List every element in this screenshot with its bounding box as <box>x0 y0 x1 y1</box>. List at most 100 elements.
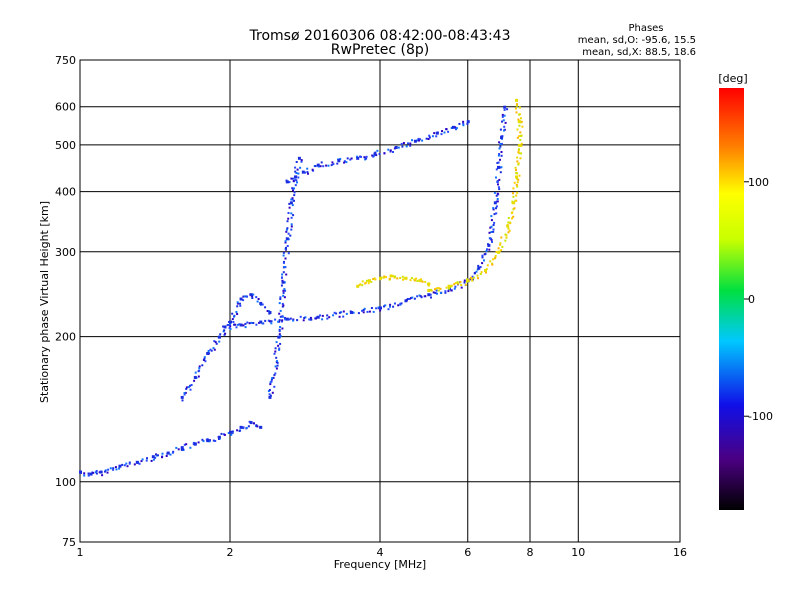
echo-point <box>185 386 188 389</box>
echo-point <box>201 364 204 367</box>
echo-point <box>279 315 282 318</box>
echo-point <box>282 294 285 297</box>
echo-point <box>516 185 519 188</box>
echo-point <box>477 264 480 267</box>
echo-point <box>364 281 367 284</box>
echo-point <box>407 142 409 145</box>
echo-point <box>517 178 520 181</box>
echo-point <box>229 325 232 328</box>
echo-point <box>293 199 295 202</box>
echo-point <box>154 456 157 459</box>
echo-point <box>495 205 498 208</box>
echo-point <box>480 271 483 274</box>
echo-point <box>269 320 271 323</box>
data-point <box>223 325 227 329</box>
echo-point <box>302 319 305 322</box>
echo-point <box>290 198 293 201</box>
echo-point <box>282 291 285 294</box>
echo-point <box>516 128 519 131</box>
y-tick-label: 600 <box>55 101 76 114</box>
echo-point <box>435 287 438 290</box>
data-point <box>180 395 184 399</box>
echo-point <box>392 275 395 278</box>
echo-point <box>336 162 339 165</box>
echo-point <box>497 154 500 157</box>
echo-point <box>115 468 118 471</box>
echo-point <box>107 468 110 471</box>
y-axis-label: Stationary phase Virtual Height [km] <box>38 201 51 403</box>
data-point <box>515 98 519 102</box>
echo-point <box>284 289 287 292</box>
echo-point <box>439 287 442 290</box>
echo-point <box>459 281 462 284</box>
echo-point <box>276 364 279 367</box>
data-point <box>503 105 507 109</box>
echo-point <box>496 180 499 183</box>
echo-point <box>270 378 273 381</box>
echo-point <box>495 212 498 215</box>
y-tick-label: 75 <box>62 536 76 549</box>
echo-point <box>460 284 463 286</box>
echo-point <box>518 106 521 109</box>
echo-point <box>436 292 438 295</box>
echo-point <box>209 348 212 351</box>
echo-point <box>185 387 188 390</box>
echo-point <box>413 278 416 281</box>
echo-point <box>231 430 234 433</box>
echo-point <box>500 151 503 153</box>
echo-point <box>322 165 325 168</box>
echo-point <box>248 420 251 423</box>
echo-point <box>378 153 381 155</box>
echo-point <box>511 211 514 214</box>
echo-point <box>157 454 159 457</box>
chart-subtitle: RwPretec (8p) <box>331 42 429 58</box>
echo-point <box>279 298 282 300</box>
echo-point <box>514 199 517 202</box>
echo-point <box>490 231 493 233</box>
data-point <box>500 135 504 139</box>
echo-point <box>287 217 290 220</box>
echo-point <box>437 287 440 289</box>
echo-point <box>493 221 496 224</box>
y-tick-label: 500 <box>55 139 76 152</box>
echo-point <box>255 424 258 427</box>
echo-point <box>518 152 521 155</box>
echo-point <box>435 135 438 138</box>
echo-point <box>399 302 402 305</box>
echo-point <box>520 144 523 147</box>
echo-point <box>484 252 487 255</box>
echo-point <box>463 279 466 282</box>
data-point <box>350 311 354 315</box>
echo-point <box>498 147 501 150</box>
echo-point <box>185 443 188 446</box>
echo-point <box>274 350 277 353</box>
echo-point <box>465 283 467 286</box>
echo-point <box>405 145 408 148</box>
echo-point <box>286 227 289 230</box>
echo-point <box>411 139 413 142</box>
echo-point <box>409 142 412 145</box>
echo-point <box>514 166 517 169</box>
echo-point <box>433 132 436 135</box>
echo-point <box>177 448 180 451</box>
colorbar-label: [deg] <box>718 72 747 85</box>
data-point <box>356 284 360 288</box>
echo-point <box>230 433 233 436</box>
echo-point <box>264 306 267 309</box>
x-tick-label: 1 <box>77 546 84 559</box>
echo-point <box>393 276 396 279</box>
trace-x-trace <box>427 98 524 292</box>
echo-point <box>479 266 482 268</box>
echo-point <box>441 130 443 133</box>
echo-point <box>327 164 330 167</box>
echo-point <box>430 296 432 299</box>
x-axis-label: Frequency [MHz] <box>334 558 426 571</box>
echo-point <box>517 118 520 121</box>
echo-point <box>330 164 333 167</box>
echo-point <box>287 232 290 235</box>
echo-point <box>273 385 276 388</box>
phase-stats-x: mean, sd,X: 88.5, 18.6 <box>582 47 696 58</box>
echo-point <box>253 422 255 425</box>
echo-point <box>376 149 379 152</box>
echo-point <box>372 310 375 313</box>
